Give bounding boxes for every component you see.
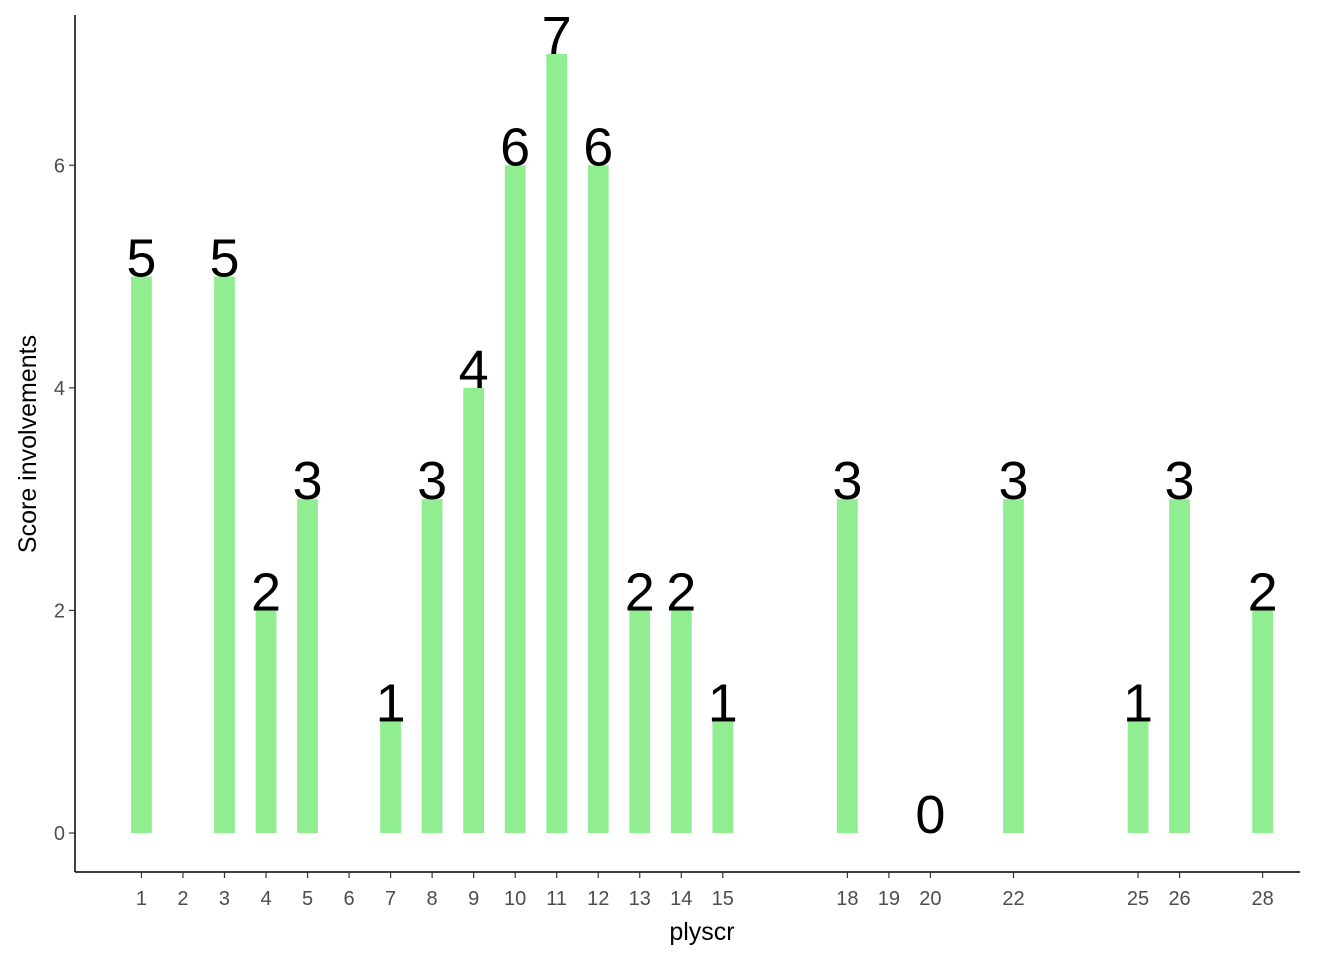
x-tick-label: 2 [177,888,188,910]
value-label: 4 [459,340,489,400]
value-label: 2 [625,562,655,622]
bar [587,165,609,834]
bar [255,610,277,834]
value-label: 3 [832,451,862,511]
bar [836,499,858,834]
value-label: 2 [251,562,281,622]
value-label: 3 [293,451,323,511]
x-tick-label: 26 [1168,888,1190,910]
x-tick-label: 25 [1127,888,1149,910]
bar [214,276,235,834]
x-tick-label: 1 [136,888,147,910]
y-tick-label: 0 [54,823,65,845]
bar [670,610,692,834]
y-tick-label: 2 [54,600,65,622]
x-tick-label: 18 [836,888,858,910]
value-label: 5 [126,229,156,289]
value-label: 1 [376,674,406,734]
x-tick-label: 22 [1002,888,1024,910]
bar [297,499,318,834]
value-label: 1 [1123,674,1153,734]
value-label: 3 [417,451,447,511]
bar [629,610,651,834]
bar [546,53,568,834]
x-tick-label: 15 [712,888,734,910]
bar [463,387,485,834]
y-axis-title: Score involvements [14,335,42,553]
value-label: 3 [1165,451,1195,511]
value-label: 5 [209,229,239,289]
value-label: 3 [998,451,1028,511]
value-label: 2 [1248,562,1278,622]
y-tick-label: 4 [54,378,65,400]
value-label: 7 [542,6,572,66]
bar [131,276,152,834]
bar [1127,721,1149,834]
x-tick-label: 11 [546,888,567,910]
x-tick-label: 12 [587,888,609,910]
value-label: 2 [666,562,696,622]
x-tick-label: 10 [504,888,526,910]
x-tick-label: 14 [670,888,692,910]
bar [712,721,734,834]
x-tick-label: 19 [878,888,900,910]
x-tick-label: 20 [919,888,941,910]
bar [504,165,526,834]
bar [1252,610,1274,834]
value-label: 1 [708,674,738,734]
x-axis-title: plyscr [669,918,734,946]
bar [1169,499,1190,834]
y-tick-label: 6 [54,155,65,177]
value-label: 0 [915,785,945,845]
x-tick-label: 8 [427,888,438,910]
value-label: 6 [500,117,530,177]
x-tick-label: 13 [629,888,651,910]
x-tick-label: 6 [344,888,355,910]
x-tick-label: 9 [468,888,479,910]
bar [1003,499,1024,834]
value-label: 6 [583,117,613,177]
x-tick-label: 7 [385,888,396,910]
x-tick-label: 3 [219,888,230,910]
x-tick-label: 4 [260,888,271,910]
bar [421,499,443,834]
x-tick-label: 28 [1252,888,1274,910]
bar [380,721,401,834]
x-tick-label: 5 [302,888,313,910]
